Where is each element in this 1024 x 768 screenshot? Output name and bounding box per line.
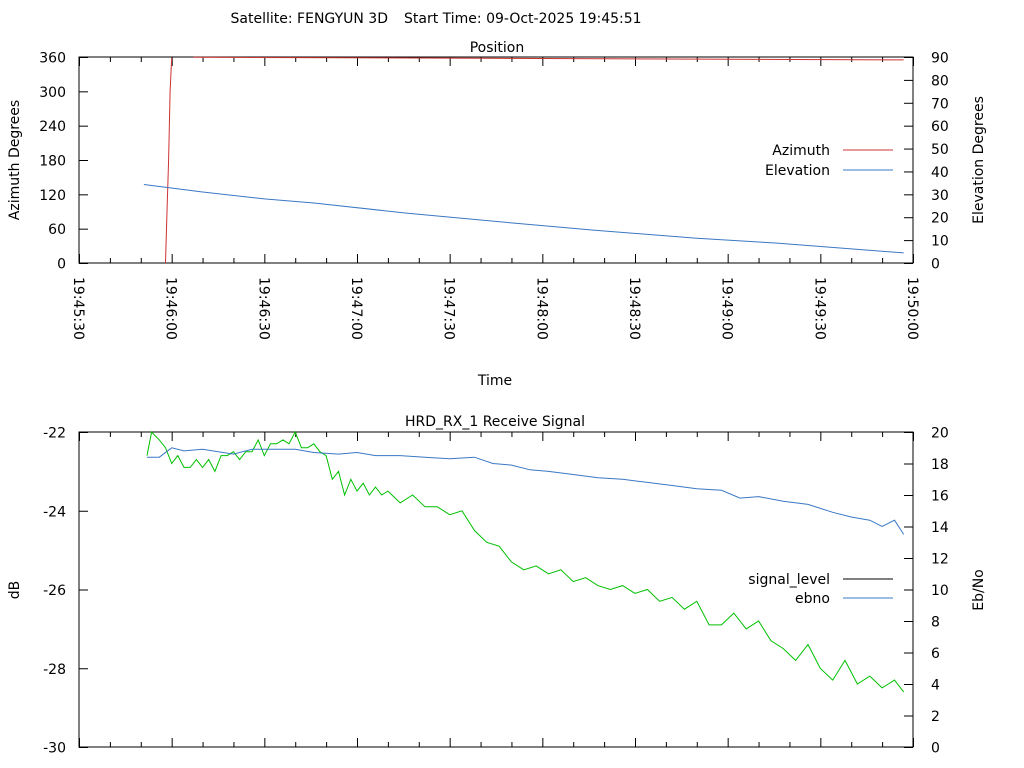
position-y-tick-label: 360 xyxy=(39,51,66,67)
position-y-tick-label: 240 xyxy=(39,119,66,135)
signal-y2-tick-label: 16 xyxy=(931,489,949,505)
azimuth-series-line xyxy=(193,56,904,61)
signal-y-label: dB xyxy=(7,581,23,600)
position-x-tick-label: 19:49:30 xyxy=(811,277,827,340)
elevation-legend-label: Elevation xyxy=(765,163,830,179)
position-y2-tick-label: 40 xyxy=(931,165,949,181)
signal-y2-tick-label: 6 xyxy=(931,646,940,662)
position-y-tick-label: 180 xyxy=(39,154,66,170)
position-y-tick-label: 120 xyxy=(39,188,66,204)
signal-y-tick-label: -28 xyxy=(43,662,66,678)
elevation-series-line xyxy=(143,184,904,254)
ebno-series-line xyxy=(147,447,905,535)
position-y2-tick-label: 0 xyxy=(931,257,940,273)
position-y2-tick-label: 90 xyxy=(931,51,949,67)
signal-plot-border xyxy=(78,431,914,748)
azimuth-series-line xyxy=(165,57,173,264)
signal-y-tick-label: -30 xyxy=(43,741,66,757)
position-x-tick-label: 19:47:00 xyxy=(348,277,364,340)
position-y2-tick-label: 50 xyxy=(931,142,949,158)
signal-chart-title: HRD_RX_1 Receive Signal xyxy=(405,414,585,430)
position-x-label: Time xyxy=(477,373,512,389)
signal-y2-tick-label: 14 xyxy=(931,520,949,536)
header-start-time: Start Time: 09-Oct-2025 19:45:51 xyxy=(404,11,642,27)
signal-y2-tick-label: 12 xyxy=(931,552,949,568)
signal-y2-tick-label: 4 xyxy=(931,678,940,694)
signal-y2-tick-label: 0 xyxy=(931,741,940,757)
signal-y2-tick-label: 8 xyxy=(931,615,940,631)
position-x-tick-label: 19:45:30 xyxy=(70,277,86,340)
header-satellite: Satellite: FENGYUN 3D xyxy=(231,11,388,27)
position-chart-title: Position xyxy=(470,40,525,56)
position-x-tick-label: 19:46:30 xyxy=(255,277,271,340)
position-y2-tick-label: 60 xyxy=(931,119,949,135)
position-y-tick-label: 60 xyxy=(48,222,66,238)
signal-y2-tick-label: 18 xyxy=(931,457,949,473)
position-y2-tick-label: 80 xyxy=(931,73,949,89)
signal-y2-tick-label: 10 xyxy=(931,583,949,599)
position-x-tick-label: 19:50:00 xyxy=(904,277,920,340)
position-y2-tick-label: 70 xyxy=(931,96,949,112)
position-y-label: Azimuth Degrees xyxy=(7,100,23,220)
signal_level-series-line xyxy=(146,430,905,693)
position-y2-label: Elevation Degrees xyxy=(971,96,987,224)
position-y2-tick-label: 10 xyxy=(931,234,949,250)
signal-y2-tick-label: 20 xyxy=(931,426,949,442)
azimuth-legend-label: Azimuth xyxy=(772,143,830,159)
position-y2-tick-label: 30 xyxy=(931,188,949,204)
position-x-tick-label: 19:48:00 xyxy=(533,277,549,340)
position-x-tick-label: 19:49:00 xyxy=(719,277,735,340)
ebno-legend-label: ebno xyxy=(795,591,830,607)
signal-y-tick-label: -26 xyxy=(43,583,66,599)
signal_level-legend-label: signal_level xyxy=(748,572,830,588)
position-x-tick-label: 19:47:30 xyxy=(441,277,457,340)
signal-y-tick-label: -22 xyxy=(43,426,66,442)
position-x-tick-label: 19:46:00 xyxy=(163,277,179,340)
position-plot-border xyxy=(78,56,914,264)
signal-y2-label: Eb/No xyxy=(971,569,987,611)
signal-y2-tick-label: 2 xyxy=(931,709,940,725)
position-y2-tick-label: 20 xyxy=(931,211,949,227)
signal-y-tick-label: -24 xyxy=(43,504,66,520)
position-y-tick-label: 0 xyxy=(57,257,66,273)
position-x-tick-label: 19:48:30 xyxy=(626,277,642,340)
position-y-tick-label: 300 xyxy=(39,85,66,101)
